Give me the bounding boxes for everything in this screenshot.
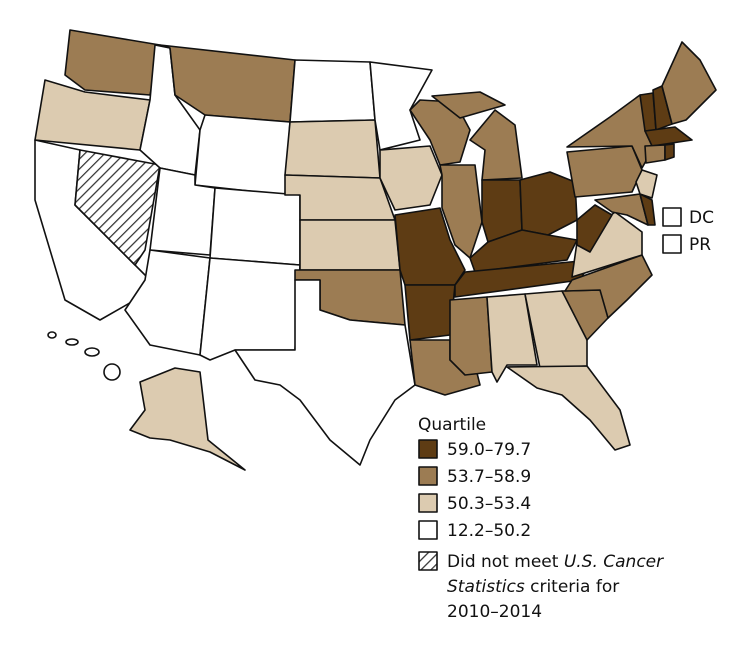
state: [199, 257, 301, 361]
state: [576, 204, 613, 253]
dc-label: DC: [689, 208, 714, 228]
state: [439, 164, 483, 259]
state: [566, 145, 643, 198]
state: [469, 109, 523, 181]
legend-note: Did not meet U.S. Cancer: [447, 552, 664, 572]
state: [74, 149, 161, 266]
note-text: U.S. Cancer: [564, 552, 664, 572]
state: [661, 41, 717, 125]
note-text: Statistics: [447, 577, 525, 597]
legend-label: 59.0–79.7: [447, 440, 531, 460]
state: [209, 187, 301, 266]
state: [65, 338, 79, 346]
state: [289, 59, 376, 123]
state: [47, 331, 57, 339]
states: [34, 29, 717, 471]
legend-swatch: [418, 439, 438, 459]
legend-note: 2010–2014: [447, 602, 542, 622]
state: [64, 29, 161, 96]
state: [644, 126, 693, 147]
state: [431, 91, 506, 119]
state: [639, 193, 656, 226]
state: [635, 169, 658, 199]
note-text: Did not meet: [447, 552, 564, 572]
state: [124, 249, 211, 356]
state: [299, 219, 401, 271]
legend-swatch: [418, 466, 438, 486]
legend-label: 12.2–50.2: [447, 521, 531, 541]
dc-box: [662, 207, 682, 227]
state: [194, 114, 291, 196]
state: [404, 284, 456, 341]
state: [449, 296, 493, 376]
state: [564, 254, 653, 319]
state: [644, 144, 666, 164]
legend-label: 50.3–53.4: [447, 494, 531, 514]
state: [284, 119, 381, 179]
state: [284, 174, 396, 221]
legend-label: 53.7–58.9: [447, 467, 531, 487]
state: [84, 347, 100, 357]
pr-box: [662, 234, 682, 254]
legend-swatch: [418, 493, 438, 513]
state: [379, 145, 443, 211]
state: [594, 193, 649, 226]
legend-title: Quartile: [418, 415, 486, 435]
state: [234, 279, 416, 466]
note-text: criteria for: [525, 577, 620, 597]
state: [129, 367, 246, 471]
state: [369, 61, 433, 151]
state: [103, 363, 121, 381]
state: [519, 171, 578, 236]
legend-note: Statistics criteria for: [447, 577, 619, 597]
pr-label: PR: [689, 235, 711, 255]
state: [664, 143, 675, 161]
legend: 59.0–79.7 53.7–58.9 50.3–53.4 12.2–50.2: [418, 439, 531, 541]
legend-swatch: [418, 520, 438, 540]
legend-swatch: [418, 551, 438, 571]
state: [506, 365, 631, 451]
